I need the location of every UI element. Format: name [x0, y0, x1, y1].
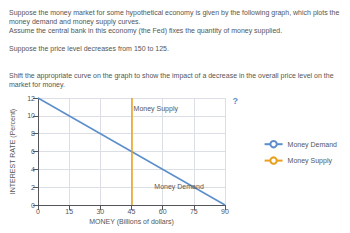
svg-text:60: 60 [159, 208, 167, 215]
svg-text:15: 15 [65, 208, 73, 215]
svg-text:?: ? [233, 96, 239, 106]
svg-text:30: 30 [96, 208, 104, 215]
svg-text:6: 6 [31, 148, 35, 155]
svg-text:10: 10 [27, 112, 35, 119]
svg-text:8: 8 [31, 130, 35, 137]
svg-text:Money Demand: Money Demand [154, 183, 204, 191]
svg-text:Money Supply: Money Supply [134, 105, 179, 113]
svg-text:Money Demand: Money Demand [288, 141, 338, 149]
svg-text:Shift the appropriate curve on: Shift the appropriate curve on the graph… [9, 72, 335, 80]
svg-text:Suppose the price level decrea: Suppose the price level decreases from 1… [9, 45, 169, 53]
svg-text:INTEREST RATE (Percent): INTEREST RATE (Percent) [9, 109, 17, 194]
svg-text:90: 90 [221, 208, 229, 215]
svg-text:75: 75 [190, 208, 198, 215]
svg-text:Assume the central bank in thi: Assume the central bank in this economy … [9, 27, 282, 35]
svg-text:Suppose the money market for s: Suppose the money market for some hypoth… [9, 9, 341, 17]
svg-text:money demand and money supply: money demand and money supply curves. [9, 18, 141, 26]
svg-text:0: 0 [36, 208, 40, 215]
svg-text:market for money.: market for money. [9, 81, 65, 89]
svg-text:MONEY (Billions of dollars): MONEY (Billions of dollars) [89, 218, 174, 226]
svg-text:45: 45 [128, 208, 136, 215]
svg-text:12: 12 [27, 95, 35, 102]
svg-text:Money Supply: Money Supply [288, 157, 333, 165]
svg-text:4: 4 [31, 166, 35, 173]
svg-text:0: 0 [31, 202, 35, 209]
svg-text:2: 2 [31, 184, 35, 191]
